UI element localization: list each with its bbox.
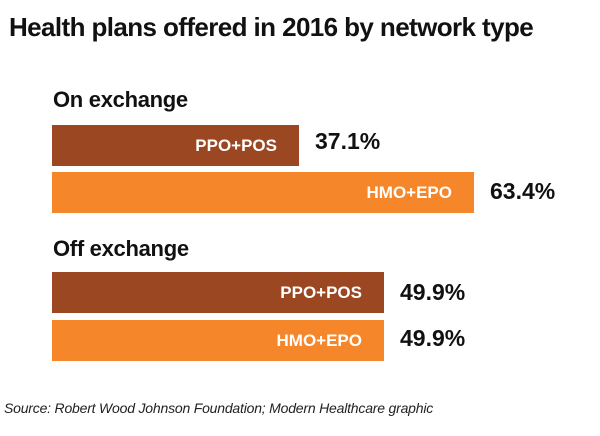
bar-off-exchange-hmo-epo: HMO+EPO bbox=[52, 320, 384, 361]
value-label-on-exchange-hmo-epo: 63.4% bbox=[490, 178, 556, 204]
bar-label: PPO+POS bbox=[280, 282, 362, 302]
group-title-on-exchange: On exchange bbox=[53, 87, 188, 112]
value-label-on-exchange-ppo-pos: 37.1% bbox=[315, 128, 381, 154]
chart-title: Health plans offered in 2016 by network … bbox=[9, 12, 534, 42]
bar-label: HMO+EPO bbox=[276, 330, 363, 350]
group-title-off-exchange: Off exchange bbox=[53, 236, 189, 261]
source-note: Source: Robert Wood Johnson Foundation; … bbox=[4, 400, 434, 416]
bar-on-exchange-ppo-pos: PPO+POS bbox=[52, 125, 299, 166]
value-label-off-exchange-hmo-epo: 49.9% bbox=[400, 325, 466, 351]
bar-on-exchange-hmo-epo: HMO+EPO bbox=[52, 172, 474, 213]
bar-label: HMO+EPO bbox=[366, 182, 453, 202]
value-label-off-exchange-ppo-pos: 49.9% bbox=[400, 279, 466, 305]
bar-label: PPO+POS bbox=[195, 135, 277, 155]
bar-off-exchange-ppo-pos: PPO+POS bbox=[52, 272, 384, 313]
